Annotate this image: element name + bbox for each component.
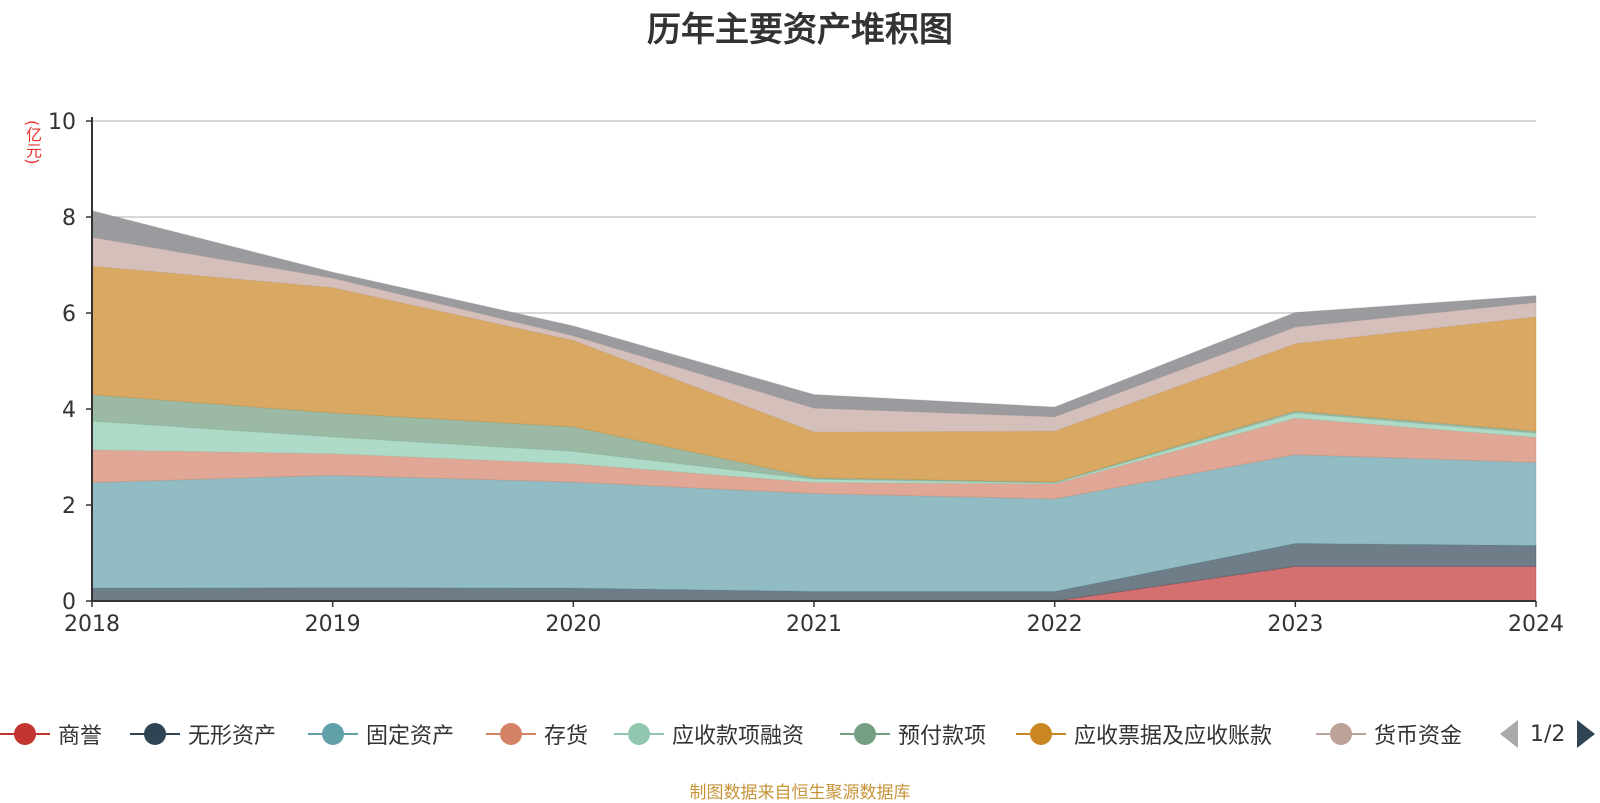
legend-marker-icon: [840, 714, 890, 754]
legend-item[interactable]: 商誉: [0, 714, 102, 754]
legend-label: 货币资金: [1374, 724, 1463, 749]
next-page-icon[interactable]: [1577, 720, 1596, 748]
x-tick-label: 2023: [1267, 612, 1323, 637]
x-tick-label: 2018: [64, 612, 120, 637]
previous-page-icon[interactable]: [1500, 720, 1518, 748]
legend-item[interactable]: 应收款项融资: [614, 714, 804, 754]
legend-pager: 1/2: [1500, 714, 1596, 754]
legend-marker-icon: [1016, 714, 1066, 754]
legend-page-indicator: 1/2: [1530, 721, 1566, 747]
y-tick-label: 2: [62, 494, 76, 519]
x-tick-label: 2019: [305, 612, 361, 637]
legend-marker-icon: [0, 714, 50, 754]
area-series-预付款项: [91, 394, 1537, 484]
legend-marker-icon: [1316, 714, 1366, 754]
y-tick-label: 8: [62, 206, 76, 231]
legend-label: 固定资产: [366, 724, 455, 749]
legend-label: 存货: [544, 724, 589, 749]
legend-item[interactable]: 存货: [486, 714, 588, 754]
legend-item[interactable]: 应收票据及应收账款: [1016, 714, 1272, 754]
y-tick-label: 6: [62, 302, 76, 327]
y-tick-label: 10: [48, 110, 76, 135]
legend-marker-icon: [308, 714, 358, 754]
legend-item[interactable]: 固定资产: [308, 714, 454, 754]
y-tick-label: 0: [62, 590, 76, 615]
legend-marker-icon: [130, 714, 180, 754]
chart-title: 历年主要资产堆积图: [647, 10, 953, 50]
axis-layer: 0 2 4 6 8 10 2018 2019 2020 2021 2022 2023 2024: [48, 110, 1564, 637]
legend-marker-icon: [614, 714, 664, 754]
area-layer: [91, 210, 1537, 602]
x-tick-label: 2020: [545, 612, 601, 637]
legend-item[interactable]: 预付款项: [840, 714, 986, 754]
legend: 商誉 无形资产 固定资产 存货 应收款项融资 预付款项 应收票据及应收账款 货币资金: [0, 714, 1600, 754]
x-tick-label: 2024: [1508, 612, 1564, 637]
legend-label: 无形资产: [188, 724, 277, 749]
legend-label: 商誉: [58, 724, 103, 749]
x-tick-label: 2021: [786, 612, 842, 637]
legend-label: 预付款项: [898, 724, 987, 749]
area-series-其他: [91, 210, 1537, 418]
legend-label: 应收款项融资: [672, 724, 805, 749]
legend-item[interactable]: 无形资产: [130, 714, 276, 754]
area-series-固定资产: [91, 454, 1537, 592]
legend-item[interactable]: 货币资金: [1316, 714, 1462, 754]
y-tick-label: 4: [62, 398, 76, 423]
data-source-note: 制图数据来自恒生聚源数据库: [689, 783, 911, 803]
x-tick-label: 2022: [1027, 612, 1083, 637]
legend-marker-icon: [486, 714, 536, 754]
y-axis-unit-label: (亿元): [23, 120, 42, 165]
legend-label: 应收票据及应收账款: [1074, 724, 1273, 749]
stacked-area-chart: 0 2 4 6 8 10 2018 2019 2020 2021 2022 2023 2024: [48, 110, 1564, 637]
